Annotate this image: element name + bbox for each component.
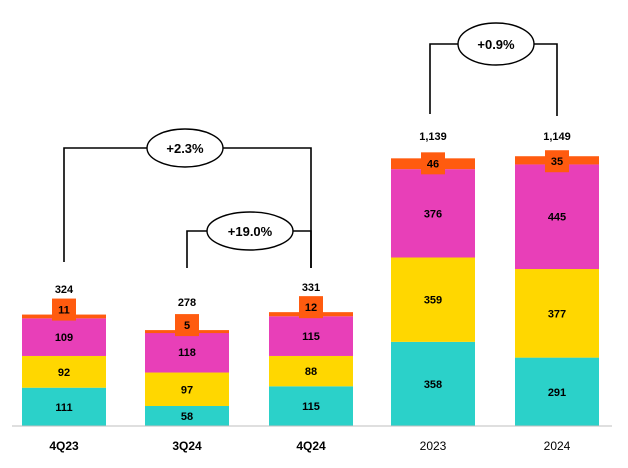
category-label: 2024 <box>544 439 571 453</box>
segment-value-label: 445 <box>548 212 566 224</box>
top-segment-callout <box>421 152 445 175</box>
total-label: 1,139 <box>419 131 447 143</box>
segment-value-label: 97 <box>181 384 193 396</box>
bar-segment-2023-2 <box>391 169 475 258</box>
top-segment-callout <box>52 298 76 321</box>
comparison-bubble <box>146 128 224 168</box>
total-label: 278 <box>178 297 196 309</box>
comparison-label: +19.0% <box>228 224 273 239</box>
comparison-bubble <box>457 22 535 66</box>
top-segment-callout <box>545 150 569 173</box>
labels-layer: 111 92 109 11 324 4Q23 58 97 118 5 278 3Q24 115 88 115… <box>49 131 570 453</box>
segment-value-label: 115 <box>302 331 320 343</box>
segment-value-label: 291 <box>548 387 566 399</box>
total-label: 1,149 <box>543 131 571 143</box>
bar-segment-4Q23-2 <box>22 318 106 356</box>
bar-segment-2024-2 <box>515 164 599 270</box>
bars-layer <box>22 156 599 426</box>
top-segment-callout <box>175 314 199 337</box>
comparison-label: +2.3% <box>166 141 204 156</box>
segment-value-label: 11 <box>58 305 70 317</box>
segment-value-label: 359 <box>424 295 442 307</box>
segment-value-label: 5 <box>184 320 190 332</box>
total-label: 324 <box>55 284 74 296</box>
segment-value-label: 115 <box>302 401 320 413</box>
category-label: 4Q24 <box>296 439 326 453</box>
segment-value-label: 377 <box>548 308 566 320</box>
segment-value-label: 109 <box>55 332 73 344</box>
top-segment-callout <box>299 296 323 319</box>
bar-segment-4Q23-0 <box>22 387 106 426</box>
segment-value-label: 92 <box>58 367 70 379</box>
segment-value-label: 12 <box>305 302 317 314</box>
segment-value-label: 35 <box>551 156 563 168</box>
segment-value-label: 111 <box>55 402 72 414</box>
bar-segment-4Q24-0 <box>269 386 353 426</box>
comparison-bubble <box>206 211 294 251</box>
segment-value-label: 118 <box>178 347 196 359</box>
segment-value-label: 46 <box>427 158 439 170</box>
bar-segment-2024-1 <box>515 269 599 358</box>
category-label: 3Q24 <box>172 439 202 453</box>
bar-segment-4Q24-1 <box>269 355 353 387</box>
bar-segment-3Q24-0 <box>145 405 229 426</box>
bar-segment-2023-0 <box>391 341 475 426</box>
total-label: 331 <box>302 282 320 294</box>
comparison-label: +0.9% <box>477 37 515 52</box>
segment-value-label: 376 <box>424 208 442 220</box>
bar-segment-2023-1 <box>391 257 475 342</box>
bar-segment-3Q24-1 <box>145 372 229 406</box>
segment-value-label: 358 <box>424 379 442 391</box>
bar-segment-2024-0 <box>515 357 599 426</box>
comparison-connectors: +2.3% +19.0% +0.9% <box>63 22 558 268</box>
category-label: 4Q23 <box>49 439 79 453</box>
segment-value-label: 88 <box>305 366 317 378</box>
bar-segment-4Q23-1 <box>22 355 106 388</box>
bar-segment-4Q24-2 <box>269 316 353 356</box>
segment-value-label: 58 <box>181 411 193 423</box>
category-label: 2023 <box>420 439 447 453</box>
bar-segment-3Q24-2 <box>145 331 229 373</box>
